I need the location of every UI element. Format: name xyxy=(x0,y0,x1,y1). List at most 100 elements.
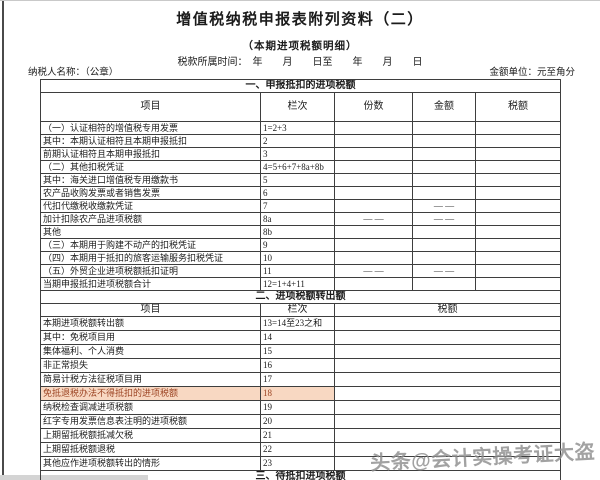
column-ref: 9 xyxy=(260,238,335,252)
table-row: 其他 8b xyxy=(40,225,561,239)
amount-cell xyxy=(412,160,476,174)
item-label: 红字专用发票信息表注明的进项税额 xyxy=(40,414,261,429)
item-label: 其中：海关进口增值税专用缴款书 xyxy=(40,173,261,187)
table-row: 其中：免税项目用 14 xyxy=(40,330,561,345)
item-label: 免抵退税办法不得抵扣的进项税额 xyxy=(40,386,261,401)
column-ref: 1=2+3 xyxy=(260,121,335,135)
form-title: 增值税纳税申报表附列资料（二） xyxy=(176,12,424,28)
vat-input-tax-table: 一、申报抵扣的进项税额 项目 栏次 份数 金额 税额 （一）认证相符的增值税专用… xyxy=(40,79,561,480)
column-ref: 14 xyxy=(260,330,335,345)
table-row: 农产品收购发票或者销售发票 6 xyxy=(40,186,561,200)
shares-cell xyxy=(334,134,413,148)
column-ref: 10 xyxy=(260,251,335,265)
table-row: 非正常损失 16 xyxy=(40,358,561,373)
column-ref: 2 xyxy=(260,134,335,148)
item-label: （二）其他扣税凭证 xyxy=(40,160,261,174)
col-header-lanci: 栏次 xyxy=(260,303,335,317)
item-label: 其中：本期认证相符且本期申报抵扣 xyxy=(40,134,261,148)
column-ref: 7 xyxy=(260,199,335,213)
table-row: （三）本期用于购建不动产的扣税凭证 9 xyxy=(40,238,561,252)
amount-unit-label: 金额单位：元至角分 xyxy=(489,68,575,78)
shares-cell xyxy=(334,160,413,174)
shares-cell xyxy=(334,173,413,187)
tax-cell xyxy=(475,212,561,226)
col-header-shares: 份数 xyxy=(334,92,413,122)
amount-cell: — — xyxy=(412,212,476,226)
table-row-highlighted: 免抵退税办法不得抵扣的进项税额 18 xyxy=(40,386,561,401)
table-row: 其他应作进项税额转出的情形 23 xyxy=(40,456,561,471)
section1-title: 一、申报抵扣的进项税额 xyxy=(40,79,561,93)
tax-cell xyxy=(475,160,561,174)
shares-cell xyxy=(334,147,413,161)
tax-cell xyxy=(475,225,561,239)
item-label: 本期进项税额转出额 xyxy=(40,316,261,331)
item-label: 集体福利、个人消费 xyxy=(40,344,261,359)
column-ref: 3 xyxy=(260,147,335,161)
table-row: （四）本期用于抵扣的旅客运输服务扣税凭证 10 xyxy=(40,251,561,265)
section2-title-row: 二、进项税额转出额 xyxy=(40,290,561,304)
tax-cell xyxy=(475,147,561,161)
item-label: 当期申报抵扣进项税额合计 xyxy=(40,277,261,291)
item-label: 前期认证相符且本期申报抵扣 xyxy=(40,147,261,161)
item-label: 其中：免税项目用 xyxy=(40,330,261,345)
column-ref: 11 xyxy=(260,264,335,278)
table-row: 前期认证相符且本期申报抵扣 3 xyxy=(40,147,561,161)
shares-cell xyxy=(334,121,413,135)
tax-period-line: 税款所属时间： 年 月 日至 年 月 日 xyxy=(177,57,423,68)
amount-cell xyxy=(412,147,476,161)
table-row: 本期进项税额转出额 13=14至23之和 xyxy=(40,316,561,331)
column-ref: 5 xyxy=(260,173,335,187)
tax-cell xyxy=(334,400,561,415)
shares-cell: — — xyxy=(334,212,413,226)
col-header-tax: 税额 xyxy=(475,92,561,122)
table-row: 纳税检查调减进项税额 19 xyxy=(40,400,561,415)
form-subtitle: （本期进项税额明细） xyxy=(242,41,358,52)
table-row: 红字专用发票信息表注明的进项税额 20 xyxy=(40,414,561,429)
shares-cell: — — xyxy=(334,264,413,278)
tax-cell xyxy=(334,386,561,401)
tax-cell xyxy=(334,316,561,331)
section2-header-row: 项目 栏次 税额 xyxy=(40,303,561,317)
tax-cell xyxy=(475,199,561,213)
tax-cell xyxy=(475,264,561,278)
column-ref: 12=1+4+11 xyxy=(260,277,335,291)
amount-cell xyxy=(412,121,476,135)
amount-cell xyxy=(412,173,476,187)
col-header-amount: 金额 xyxy=(412,92,476,122)
column-ref: 13=14至23之和 xyxy=(260,316,335,331)
tax-cell xyxy=(334,372,561,387)
amount-cell: — — xyxy=(412,264,476,278)
table-row: 上期留抵税额抵减欠税 21 xyxy=(40,428,561,443)
tax-cell xyxy=(334,330,561,345)
shares-cell xyxy=(334,199,413,213)
column-ref: 8b xyxy=(260,225,335,239)
table-row: （一）认证相符的增值税专用发票 1=2+3 xyxy=(40,121,561,135)
item-label: 其他应作进项税额转出的情形 xyxy=(40,456,261,471)
section3-title-row: 三、待抵扣进项税额 xyxy=(40,470,561,480)
item-label: 上期留抵税额退税 xyxy=(40,442,261,457)
table-row: 代扣代缴税收缴款凭证 7 — — xyxy=(40,199,561,213)
item-label: 代扣代缴税收缴款凭证 xyxy=(40,199,261,213)
column-ref: 15 xyxy=(260,344,335,359)
info-line: 纳税人名称：（公章） 金额单位：元至角分 xyxy=(28,64,575,78)
tax-cell xyxy=(334,344,561,359)
table-row: （五）外贸企业进项税额抵扣证明 11 — — — — xyxy=(40,264,561,278)
item-label: 其他 xyxy=(40,225,261,239)
column-ref: 23 xyxy=(260,456,335,471)
shares-cell xyxy=(334,186,413,200)
column-ref: 8a xyxy=(260,212,335,226)
column-ref: 17 xyxy=(260,372,335,387)
column-ref: 19 xyxy=(260,400,335,415)
column-ref: 6 xyxy=(260,186,335,200)
shares-cell xyxy=(334,251,413,265)
tax-cell xyxy=(475,134,561,148)
amount-cell xyxy=(412,225,476,239)
item-label: （一）认证相符的增值税专用发票 xyxy=(40,121,261,135)
shares-cell xyxy=(334,238,413,252)
section1-header-row: 项目 栏次 份数 金额 税额 xyxy=(40,92,561,122)
amount-cell: — — xyxy=(412,199,476,213)
col-header-tax: 税额 xyxy=(334,303,561,317)
item-label: 简易计税方法征税项目用 xyxy=(40,372,261,387)
table-row: （二）其他扣税凭证 4=5+6+7+8a+8b xyxy=(40,160,561,174)
